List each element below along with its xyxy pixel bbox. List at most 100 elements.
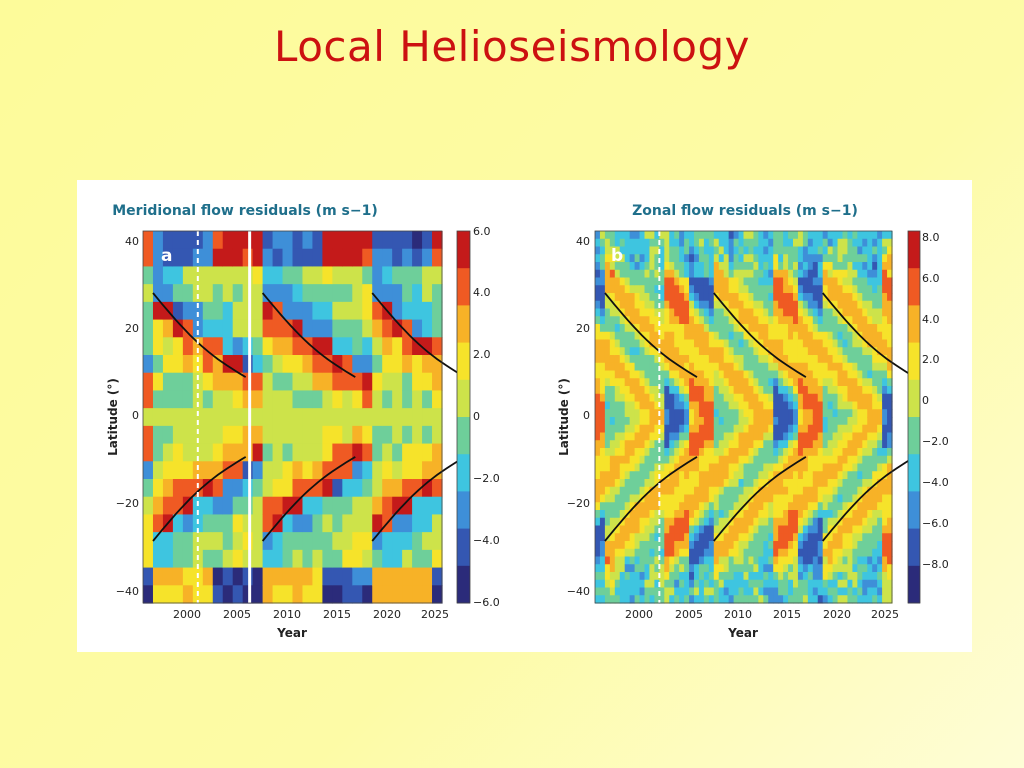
heatmap-cell xyxy=(822,370,829,379)
heatmap-cell xyxy=(703,262,710,271)
heatmap-cell xyxy=(619,525,626,534)
heatmap-cell xyxy=(793,463,799,472)
heatmap-cell xyxy=(872,293,878,302)
heatmap-cell xyxy=(669,238,675,248)
heatmap-cell xyxy=(272,549,284,569)
heatmap-cell xyxy=(783,347,789,356)
heatmap-cell xyxy=(708,517,715,527)
heatmap-cell xyxy=(614,370,621,379)
heatmap-cell xyxy=(634,370,641,379)
heatmap-cell xyxy=(872,494,878,503)
heatmap-cell xyxy=(728,424,735,434)
heatmap-cell xyxy=(872,370,878,379)
heatmap-cell xyxy=(743,355,750,364)
heatmap-cell xyxy=(659,308,665,317)
heatmap-cell xyxy=(797,471,804,480)
heatmap-cell xyxy=(708,231,715,240)
heatmap-cell xyxy=(862,370,868,379)
heatmap-cell xyxy=(887,471,893,480)
heatmap-cell xyxy=(768,308,774,317)
heatmap-cell xyxy=(312,443,323,462)
heatmap-cell xyxy=(402,231,413,250)
heatmap-cell xyxy=(352,549,363,569)
heatmap-cell xyxy=(629,277,636,286)
heatmap-cell xyxy=(708,541,715,550)
heatmap-cell xyxy=(802,448,809,457)
heatmap-cell xyxy=(619,285,626,294)
heatmap-cell xyxy=(614,331,621,341)
heatmap-cell xyxy=(684,378,690,387)
heatmap-cell xyxy=(674,254,680,263)
heatmap-cell xyxy=(684,316,690,325)
heatmap-cell xyxy=(743,471,750,480)
heatmap-cell xyxy=(595,572,601,581)
heatmap-cell xyxy=(282,443,294,462)
heatmap-cell xyxy=(684,525,690,534)
heatmap-cell xyxy=(877,533,883,542)
heatmap-cell xyxy=(604,238,611,248)
heatmap-cell xyxy=(872,409,878,418)
heatmap-cell xyxy=(272,248,284,268)
heatmap-cell xyxy=(812,393,819,403)
heatmap-cell xyxy=(743,339,750,348)
heatmap-cell xyxy=(867,324,873,333)
heatmap-cell xyxy=(689,393,695,403)
heatmap-cell xyxy=(362,585,373,604)
heatmap-cell xyxy=(664,331,670,341)
heatmap-cell xyxy=(703,347,710,356)
heatmap-cell xyxy=(654,463,660,472)
heatmap-cell xyxy=(713,339,720,348)
heatmap-cell xyxy=(807,324,814,333)
heatmap-cell xyxy=(689,347,695,356)
heatmap-cell xyxy=(649,572,655,581)
heatmap-cell xyxy=(733,417,740,426)
heatmap-cell xyxy=(262,390,274,409)
heatmap-cell xyxy=(852,424,858,434)
heatmap-cell xyxy=(743,494,750,503)
heatmap-cell xyxy=(733,525,740,534)
heatmap-cell xyxy=(322,461,333,480)
heatmap-cell xyxy=(857,595,863,604)
heatmap-cell xyxy=(252,585,264,604)
heatmap-cell xyxy=(649,401,655,410)
heatmap-cell xyxy=(768,347,774,356)
heatmap-cell xyxy=(629,262,636,271)
heatmap-cell xyxy=(182,390,194,409)
heatmap-cell xyxy=(679,347,685,356)
heatmap-cell xyxy=(152,461,164,480)
heatmap-cell xyxy=(614,339,621,348)
heatmap-cell xyxy=(887,355,893,364)
heatmap-cell xyxy=(684,541,690,550)
heatmap-cell xyxy=(302,390,314,409)
heatmap-cell xyxy=(812,262,819,271)
heatmap-cell xyxy=(788,595,794,604)
heatmap-cell xyxy=(758,455,764,465)
heatmap-cell xyxy=(382,319,393,338)
panel-b-cbar-tick-4: 0 xyxy=(922,394,929,407)
heatmap-cell xyxy=(332,549,343,569)
heatmap-cell xyxy=(857,347,863,356)
heatmap-cell xyxy=(758,417,764,426)
heatmap-cell xyxy=(599,479,606,488)
heatmap-cell xyxy=(783,479,789,488)
heatmap-cell xyxy=(793,595,799,604)
heatmap-cell xyxy=(783,238,789,248)
heatmap-cell xyxy=(698,548,705,558)
heatmap-cell xyxy=(674,424,680,434)
heatmap-cell xyxy=(679,448,685,457)
heatmap-cell xyxy=(857,362,863,372)
heatmap-cell xyxy=(723,401,730,410)
panel-b-xtick-2015: 2015 xyxy=(773,608,801,621)
heatmap-cell xyxy=(202,479,214,498)
heatmap-cell xyxy=(837,362,844,372)
heatmap-cell xyxy=(252,266,264,285)
heatmap-cell xyxy=(143,532,154,551)
heatmap-cell xyxy=(738,533,745,542)
heatmap-cell xyxy=(634,455,641,465)
heatmap-cell xyxy=(708,293,715,302)
heatmap-cell xyxy=(763,393,769,403)
heatmap-cell xyxy=(644,517,651,527)
heatmap-cell xyxy=(272,532,284,551)
heatmap-cell xyxy=(312,408,323,427)
heatmap-cell xyxy=(837,525,844,534)
